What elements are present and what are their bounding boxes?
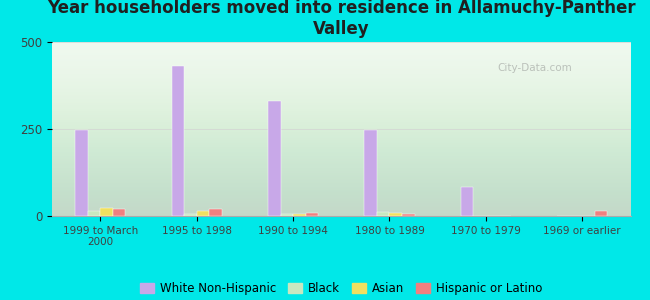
Bar — [377, 212, 389, 216]
Bar — [268, 101, 281, 216]
Bar — [112, 209, 125, 216]
Bar — [172, 66, 184, 216]
Bar — [196, 211, 209, 216]
Bar — [365, 130, 377, 216]
Bar — [389, 212, 402, 216]
Bar — [595, 211, 607, 216]
Text: City-Data.com: City-Data.com — [497, 63, 572, 73]
Legend: White Non-Hispanic, Black, Asian, Hispanic or Latino: White Non-Hispanic, Black, Asian, Hispan… — [135, 278, 547, 300]
Bar — [402, 214, 415, 216]
Bar — [293, 214, 306, 216]
Bar — [306, 212, 318, 216]
Title: Year householders moved into residence in Allamuchy-Panther
Valley: Year householders moved into residence i… — [47, 0, 636, 38]
Bar — [461, 188, 473, 216]
Bar — [184, 214, 196, 216]
Bar — [75, 130, 88, 216]
Bar — [209, 209, 222, 216]
Bar — [281, 214, 293, 216]
Bar — [88, 211, 100, 216]
Bar — [100, 208, 112, 216]
